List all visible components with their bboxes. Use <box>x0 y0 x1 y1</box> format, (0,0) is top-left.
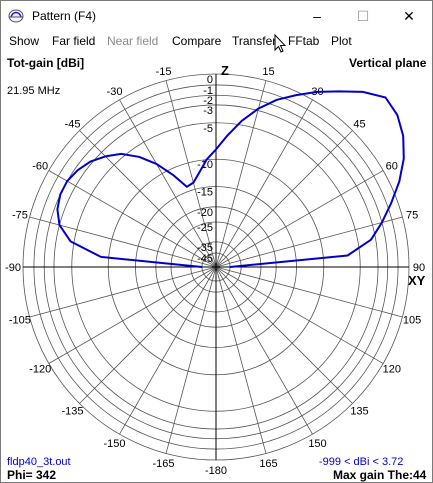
minimize-button[interactable]: – <box>313 8 321 24</box>
grid-spoke <box>119 99 217 268</box>
radial-tick-label: -45 <box>197 253 213 265</box>
angle-label: 150 <box>308 438 326 450</box>
menu-fftab[interactable]: FFtab <box>288 34 320 48</box>
angle-label: -60 <box>32 161 48 173</box>
grid-spoke <box>215 170 384 268</box>
grid-spoke <box>215 266 353 404</box>
angle-label: 60 <box>386 161 398 173</box>
grid-spoke <box>48 170 217 268</box>
pattern-trace <box>56 90 405 268</box>
angle-label: -105 <box>9 315 31 327</box>
angle-label: 90 <box>413 262 425 274</box>
radial-tick-label: -20 <box>197 207 213 219</box>
radial-tick-label: -3 <box>203 105 213 117</box>
angle-label: -45 <box>65 119 81 131</box>
grid-spoke <box>165 80 217 268</box>
menu-transfer[interactable]: Transfer <box>232 34 277 48</box>
range-label: -999 < dBi < 3.72 <box>319 456 404 468</box>
angle-label: 15 <box>262 66 274 78</box>
radial-tick-label: -2 <box>203 95 213 107</box>
angle-label: 45 <box>353 119 365 131</box>
frequency-label: 21.95 MHz <box>7 85 61 97</box>
xy-axis-label: XY <box>408 273 426 288</box>
angle-label: 120 <box>383 364 401 376</box>
grid-spoke <box>29 266 217 318</box>
grid-spoke <box>165 266 217 454</box>
window-title: Pattern (F4) <box>32 9 97 23</box>
angle-label: 75 <box>406 210 418 222</box>
menu-bar: Show Far field Near field Compare Transf… <box>1 31 432 51</box>
angle-label: -15 <box>156 66 172 78</box>
title-bar: Pattern (F4) – ☐ ✕ <box>1 1 432 31</box>
grid-spoke <box>119 266 217 435</box>
grid-spoke <box>79 130 217 268</box>
grid-spoke <box>79 266 217 404</box>
mouse-pointer-icon <box>274 34 286 53</box>
radial-tick-label: -35 <box>197 242 213 254</box>
grid-spoke <box>215 99 313 268</box>
radial-tick-label: 0 <box>207 74 213 86</box>
max-gain-label: Max gain The:44 <box>333 468 427 482</box>
gain-label: Tot-gain [dBi] <box>7 56 85 70</box>
close-button[interactable]: ✕ <box>403 8 415 24</box>
radial-tick-label: -25 <box>197 222 213 234</box>
angle-label: -135 <box>61 406 83 418</box>
app-icon <box>8 9 24 23</box>
polar-plot[interactable]: 0-1-2-3-5-10-15-20-25-35-45-15-30-45-60-… <box>1 52 432 482</box>
phi-label: Phi= 342 <box>7 468 57 482</box>
grid-spoke <box>215 266 267 454</box>
angle-label: 165 <box>259 458 277 470</box>
filename-label: fldp40_3t.out <box>7 456 71 468</box>
z-axis-label: Z <box>221 63 229 78</box>
menu-near-field: Near field <box>107 34 159 48</box>
radial-tick-label: -5 <box>203 123 213 135</box>
grid-spoke <box>215 80 267 268</box>
menu-compare[interactable]: Compare <box>172 34 222 48</box>
grid-spoke <box>215 216 403 268</box>
angle-label: -165 <box>152 458 174 470</box>
grid-spoke <box>215 266 313 435</box>
angle-label: -150 <box>103 438 125 450</box>
angle-label: 135 <box>350 406 368 418</box>
menu-far-field[interactable]: Far field <box>52 34 96 48</box>
angle-label: -30 <box>107 86 123 98</box>
menu-plot[interactable]: Plot <box>331 34 352 48</box>
radial-tick-label: -1 <box>203 85 213 97</box>
grid-spoke <box>48 266 217 364</box>
maximize-button[interactable]: ☐ <box>356 8 370 24</box>
plane-label: Vertical plane <box>349 56 427 70</box>
grid-spoke <box>215 266 403 318</box>
angle-label: -180 <box>205 465 227 477</box>
angle-label: -120 <box>29 364 51 376</box>
angle-label: 105 <box>403 315 421 327</box>
grid-spoke <box>215 130 353 268</box>
angle-label: -75 <box>12 210 28 222</box>
angle-label: -90 <box>5 262 21 274</box>
grid-spoke <box>215 266 384 364</box>
radial-tick-label: -15 <box>197 187 213 199</box>
menu-show[interactable]: Show <box>9 34 40 48</box>
